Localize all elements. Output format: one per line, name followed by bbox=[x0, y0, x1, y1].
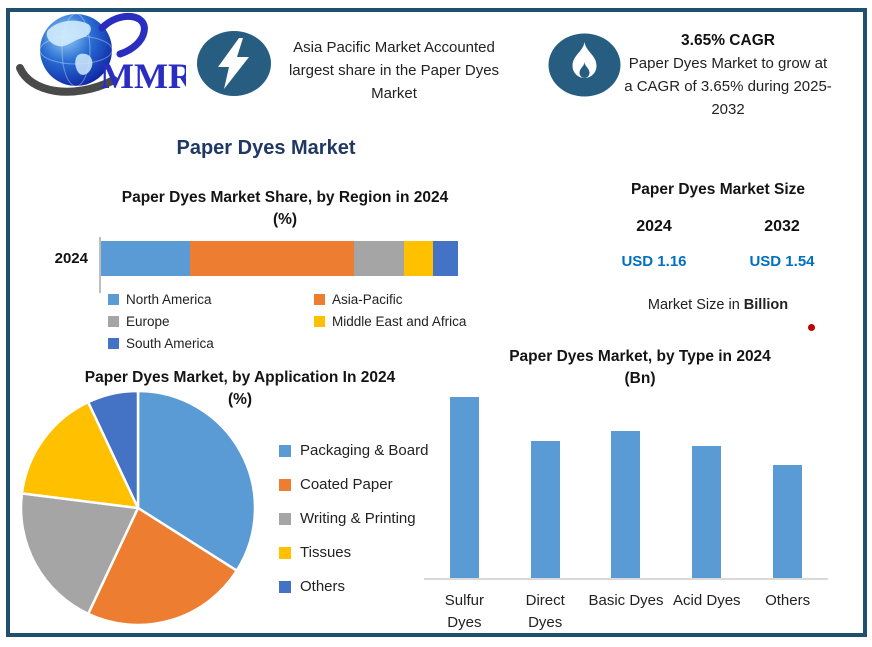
bar-label-others: Others bbox=[765, 592, 811, 609]
legend-label-south-america: South America bbox=[126, 336, 214, 351]
legend-swatch-middle-east-and-africa bbox=[314, 316, 325, 327]
bar-acid-dyes bbox=[692, 445, 722, 578]
market-size-year-2024: 2024 bbox=[636, 218, 672, 235]
legend-label-tissues: Tissues bbox=[300, 544, 352, 561]
legend-swatch-south-america bbox=[108, 338, 119, 349]
highlight-share-line: largest share in the Paper Dyes bbox=[288, 62, 500, 79]
region-chart-title-line: Paper Dyes Market Share, by Region in 20… bbox=[121, 189, 449, 206]
cagr-title: 3.65% CAGR bbox=[681, 32, 775, 49]
legend-label-europe: Europe bbox=[126, 314, 170, 329]
highlight-cagr: 3.65% CAGR Paper Dyes Market to grow at … bbox=[607, 30, 849, 121]
application-pie bbox=[19, 389, 257, 627]
bar-slot-sulfur-dyes bbox=[424, 392, 505, 578]
market-size-value-2024: USD 1.16 bbox=[621, 253, 687, 270]
logo-text: MMR bbox=[100, 56, 186, 96]
application-chart-title: Paper Dyes Market, by Application In 202… bbox=[58, 367, 422, 411]
legend-swatch-tissues bbox=[279, 546, 291, 559]
region-segment-north-america bbox=[101, 241, 191, 276]
legend-swatch-coated-paper bbox=[279, 478, 291, 491]
legend-swatch-north-america bbox=[108, 294, 119, 305]
region-segment-south-america bbox=[432, 241, 458, 276]
highlight-share-line: Market bbox=[371, 85, 417, 102]
application-legend: Packaging & Board Coated Paper Writing & P… bbox=[279, 440, 459, 610]
application-chart-title-line: Paper Dyes Market, by Application In 202… bbox=[84, 369, 396, 386]
flame-icon bbox=[548, 33, 621, 97]
mmr-logo: MMR bbox=[16, 12, 186, 96]
application-chart-title-line: (%) bbox=[227, 391, 253, 408]
bar-slot-direct-dyes bbox=[505, 392, 586, 578]
legend-item-europe: Europe bbox=[108, 312, 314, 331]
page-title: Paper Dyes Market bbox=[176, 137, 356, 159]
highlight-share-text: Asia Pacific Market Accounted largest sh… bbox=[268, 36, 520, 105]
legend-label-middle-east-and-africa: Middle East and Africa bbox=[332, 314, 467, 329]
red-dot-marker bbox=[808, 324, 815, 331]
legend-item-north-america: North America bbox=[108, 290, 314, 309]
bar-label-direct-dyes: Direct Dyes bbox=[525, 592, 565, 631]
bar-slot-acid-dyes bbox=[666, 392, 747, 578]
pie-slice-writing-printing bbox=[19, 492, 140, 616]
type-chart-title-line: Paper Dyes Market, by Type in 2024 bbox=[509, 348, 771, 365]
region-segment-asia-pacific bbox=[190, 241, 355, 276]
legend-swatch-asia-pacific bbox=[314, 294, 325, 305]
logo-swoosh bbox=[16, 64, 118, 96]
legend-swatch-europe bbox=[108, 316, 119, 327]
region-chart-title: Paper Dyes Market Share, by Region in 20… bbox=[95, 187, 475, 231]
legend-item-coated-paper: Coated Paper bbox=[279, 474, 459, 495]
region-segment-europe bbox=[354, 241, 405, 276]
legend-swatch-others bbox=[279, 580, 291, 593]
market-size-title: Paper Dyes Market Size bbox=[630, 181, 806, 198]
bar-others bbox=[773, 465, 803, 578]
pie-slice-others bbox=[86, 389, 140, 510]
bar-label-sulfur-dyes: Sulfur Dyes bbox=[444, 592, 484, 631]
pie-slice-tissues bbox=[20, 400, 140, 510]
legend-item-south-america: South America bbox=[108, 334, 314, 353]
market-size-note-text: Market Size in bbox=[647, 297, 744, 313]
type-chart-title-line: (Bn) bbox=[624, 370, 656, 387]
market-size-value-2032: USD 1.54 bbox=[749, 253, 815, 270]
legend-label-asia-pacific: Asia-Pacific bbox=[332, 292, 403, 307]
legend-item-others: Others bbox=[279, 576, 459, 597]
legend-item-packaging-board: Packaging & Board bbox=[279, 440, 459, 461]
market-size-note: Market Size in Billion bbox=[590, 297, 846, 313]
legend-label-packaging-board: Packaging & Board bbox=[300, 442, 429, 459]
cagr-line: Paper Dyes Market to grow at bbox=[628, 55, 828, 72]
type-chart-plot bbox=[424, 392, 828, 580]
legend-item-asia-pacific: Asia-Pacific bbox=[314, 290, 480, 309]
bar-slot-basic-dyes bbox=[586, 392, 667, 578]
region-legend: North America Asia-Pacific Europe Middle Ea… bbox=[108, 290, 480, 353]
market-size-years: 2024 2032 bbox=[590, 218, 846, 236]
legend-label-north-america: North America bbox=[126, 292, 212, 307]
region-y-axis bbox=[99, 237, 101, 293]
legend-swatch-packaging-board bbox=[279, 444, 291, 457]
bar-basic-dyes bbox=[611, 431, 641, 578]
bar-sulfur-dyes bbox=[449, 396, 479, 578]
type-chart-title: Paper Dyes Market, by Type in 2024 (Bn) bbox=[450, 346, 830, 390]
legend-item-writing-printing: Writing & Printing bbox=[279, 508, 459, 529]
region-segment-middle-east-and-africa bbox=[404, 241, 433, 276]
legend-label-coated-paper: Coated Paper bbox=[300, 476, 393, 493]
market-size-values: USD 1.16 USD 1.54 bbox=[590, 253, 846, 270]
region-stacked-bar bbox=[101, 241, 458, 276]
type-chart-labels: Sulfur Dyes Direct Dyes Basic Dyes Acid Dye… bbox=[424, 590, 828, 634]
market-size-note-unit: Billion bbox=[743, 297, 789, 313]
legend-label-others: Others bbox=[300, 578, 346, 595]
highlight-share-line: Asia Pacific Market Accounted bbox=[293, 39, 495, 56]
legend-item-middle-east-and-africa: Middle East and Africa bbox=[314, 312, 480, 331]
region-chart-title-line: (%) bbox=[272, 211, 298, 228]
bar-slot-others bbox=[747, 392, 828, 578]
region-axis-category: 2024 bbox=[54, 250, 88, 267]
bar-direct-dyes bbox=[530, 440, 560, 578]
legend-swatch-writing-printing bbox=[279, 512, 291, 525]
bar-label-acid-dyes: Acid Dyes bbox=[673, 592, 741, 609]
market-size-year-2032: 2032 bbox=[764, 218, 800, 235]
cagr-line: a CAGR of 3.65% during 2025- bbox=[624, 78, 832, 95]
legend-label-writing-printing: Writing & Printing bbox=[300, 510, 416, 527]
lightning-icon bbox=[197, 31, 271, 96]
bar-label-basic-dyes: Basic Dyes bbox=[588, 592, 664, 609]
cagr-line: 2032 bbox=[711, 101, 745, 118]
legend-item-tissues: Tissues bbox=[279, 542, 459, 563]
